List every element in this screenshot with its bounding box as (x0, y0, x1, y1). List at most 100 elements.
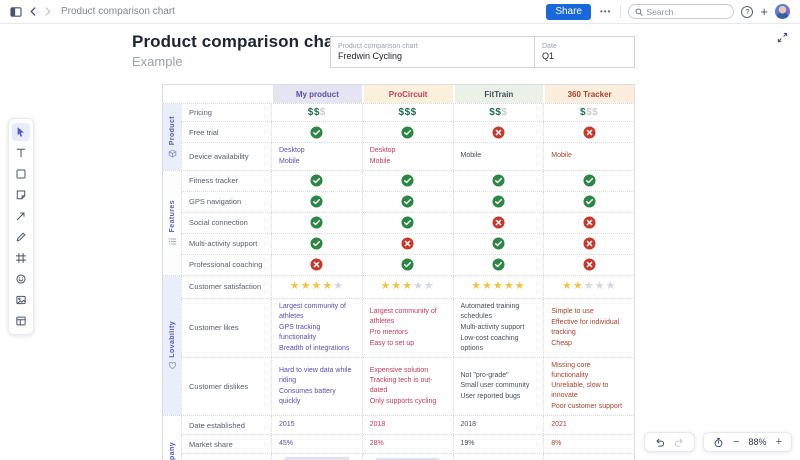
table-cell[interactable] (452, 170, 544, 191)
connector-tool-icon[interactable] (12, 207, 30, 225)
table-cell[interactable]: 19% (452, 435, 544, 454)
row-label[interactable]: Customer satisfaction (181, 275, 271, 298)
column-header[interactable]: FitTrain (454, 85, 544, 103)
text-tool-icon[interactable] (12, 144, 30, 162)
more-menu-icon[interactable]: ••• (600, 7, 612, 16)
board-subtitle[interactable]: Example (132, 54, 183, 69)
forward-icon[interactable] (44, 7, 52, 16)
table-cell[interactable]: Not "pro-grade" Small user community User … (452, 357, 544, 416)
row-label[interactable]: Pricing (181, 104, 271, 121)
table-cell[interactable] (543, 122, 634, 142)
table-cell[interactable]: 28% (361, 435, 453, 454)
column-header[interactable]: ProCircuit (363, 85, 453, 103)
table-cell[interactable] (543, 170, 634, 191)
table-cell[interactable]: Mobile (543, 143, 634, 170)
board-heading[interactable]: Product comparison chart Example (132, 32, 346, 69)
table-cell[interactable]: 8% (543, 435, 634, 454)
row-label[interactable]: Customer dislikes (181, 357, 271, 416)
table-cell[interactable]: $$$ (543, 104, 634, 121)
table-cell[interactable]: Hard to view data while riding Consumes b… (271, 357, 362, 416)
sticker-tool-icon[interactable] (12, 270, 30, 288)
share-button[interactable]: Share (546, 3, 591, 20)
table-cell[interactable] (361, 254, 453, 275)
table-cell[interactable] (543, 254, 634, 275)
redo-icon[interactable] (674, 437, 685, 448)
sticky-note-tool-icon[interactable] (12, 186, 30, 204)
table-cell[interactable] (452, 233, 544, 254)
date-value[interactable]: Q1 (542, 51, 555, 61)
whiteboard-canvas[interactable]: Product comparison chart Example Product… (0, 24, 800, 460)
table-cell[interactable]: Motivating athletes to achieve their per… (452, 454, 544, 460)
table-cell[interactable]: Mobile (452, 143, 544, 170)
table-cell[interactable]: Automated training schedules Multi-activi… (452, 298, 544, 357)
row-label[interactable]: Market share (181, 435, 271, 454)
pen-tool-icon[interactable] (12, 228, 30, 246)
table-cell[interactable]: ★★★★★ (452, 275, 544, 298)
table-cell[interactable] (361, 170, 453, 191)
table-cell[interactable]: Largest community of athletes GPS trackin… (271, 298, 362, 357)
table-cell[interactable] (452, 191, 544, 212)
table-cell[interactable] (271, 122, 362, 142)
row-label[interactable]: Mission (181, 454, 271, 460)
sticky-note[interactable]: Building a community of professional cyc… (375, 458, 440, 460)
table-cell[interactable]: The go-to fitness tracker for every type… (271, 454, 362, 460)
sidebar-toggle-icon[interactable] (10, 6, 22, 17)
board-title[interactable]: Product comparison chart (132, 32, 346, 51)
row-label[interactable]: Fitness tracker (181, 170, 271, 191)
table-cell[interactable] (271, 233, 362, 254)
frame-tool-icon[interactable] (12, 249, 30, 267)
table-cell[interactable]: Desktop Mobile (271, 143, 362, 170)
chart-name-value[interactable]: Fredwin Cycling (338, 51, 403, 61)
table-cell[interactable]: ★★★★★ (361, 275, 453, 298)
table-cell[interactable] (543, 233, 634, 254)
select-tool-icon[interactable] (12, 123, 30, 141)
row-label[interactable]: Free trial (181, 122, 271, 142)
zoom-level[interactable]: 88% (748, 437, 767, 447)
table-cell[interactable]: 45% (271, 435, 362, 454)
table-cell[interactable]: ★★★★★ (271, 275, 362, 298)
row-label[interactable]: Multi-activity support (181, 233, 271, 254)
table-cell[interactable] (543, 212, 634, 233)
table-cell[interactable]: $$$ (361, 104, 453, 121)
chart-name-field[interactable]: Product comparison chart Fredwin Cycling (331, 37, 534, 67)
table-cell[interactable]: 2015 (271, 416, 362, 435)
table-cell[interactable] (361, 233, 453, 254)
add-icon[interactable]: + (760, 4, 768, 19)
image-tool-icon[interactable] (12, 291, 30, 309)
table-cell[interactable]: ★★★★★ (543, 275, 634, 298)
table-cell[interactable] (361, 212, 453, 233)
table-cell[interactable]: Missing core functionality Unreliable, sl… (543, 357, 634, 416)
date-field[interactable]: Date Q1 (534, 37, 634, 67)
table-cell[interactable] (452, 122, 544, 142)
table-cell[interactable] (543, 191, 634, 212)
table-cell[interactable] (361, 191, 453, 212)
table-tool-icon[interactable] (12, 312, 30, 330)
column-header[interactable]: 360 Tracker (545, 85, 634, 103)
avatar[interactable] (775, 4, 790, 19)
timer-icon[interactable] (713, 437, 724, 448)
undo-icon[interactable] (654, 437, 665, 448)
table-cell[interactable] (271, 170, 362, 191)
shape-tool-icon[interactable] (12, 165, 30, 183)
table-cell[interactable]: $$$ (452, 104, 544, 121)
expand-icon[interactable] (777, 30, 788, 48)
table-cell[interactable] (271, 212, 362, 233)
table-cell[interactable] (452, 254, 544, 275)
table-cell[interactable] (361, 122, 453, 142)
search-box[interactable] (628, 4, 735, 19)
table-cell[interactable] (271, 191, 362, 212)
table-cell[interactable]: $$$ (271, 104, 362, 121)
sticky-note[interactable]: The go-to fitness tracker for every type… (285, 457, 349, 460)
table-cell[interactable]: Largest community of athletes Pro mentors… (361, 298, 453, 357)
row-label[interactable]: GPS navigation (181, 191, 271, 212)
row-label[interactable]: Professional coaching (181, 254, 271, 275)
table-cell[interactable]: 2021 (543, 416, 634, 435)
zoom-out-icon[interactable]: − (733, 435, 740, 448)
table-cell[interactable]: Expensive solution Tracking tech is out-d… (361, 357, 453, 416)
search-input[interactable] (646, 6, 728, 17)
table-cell[interactable]: Desktop Mobile (361, 143, 453, 170)
help-icon[interactable]: ? (741, 5, 754, 18)
table-cell[interactable]: 2018 (361, 416, 453, 435)
table-cell[interactable]: 2018 (452, 416, 544, 435)
column-header[interactable]: My product (273, 85, 362, 103)
